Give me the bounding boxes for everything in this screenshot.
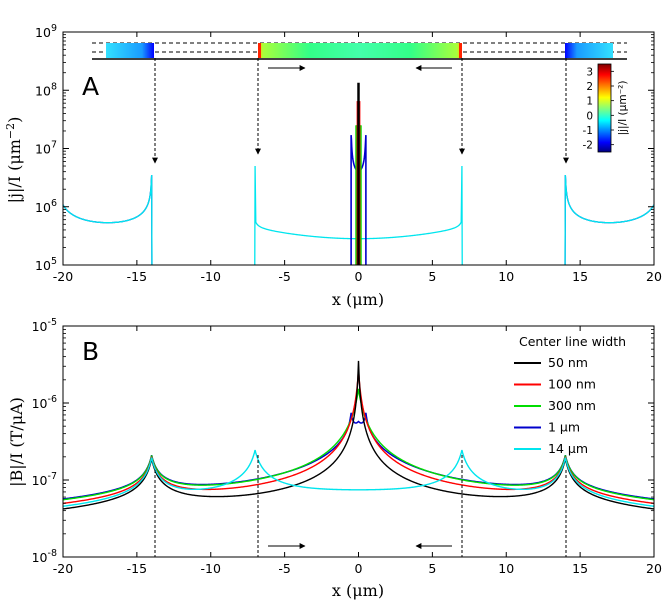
y-tick-label: 109 — [35, 23, 57, 40]
x-tick-label: 5 — [428, 561, 436, 576]
panel-a-ylabel: |j|/I (μm−2) — [4, 117, 24, 204]
y-tick-label: 10-6 — [32, 394, 57, 411]
legend-entry: 300 nm — [548, 398, 596, 413]
x-tick-label: 15 — [572, 269, 588, 284]
curve-a-1um-left — [62, 175, 153, 266]
legend-entry: 1 μm — [548, 420, 580, 435]
x-tick-label: 15 — [572, 561, 588, 576]
legend: Center line width 50 nm 100 nm 300 nm 1 μm 1… — [514, 334, 626, 456]
y-tick-label: 108 — [35, 81, 57, 98]
x-tick-label: 20 — [646, 269, 662, 284]
panel-a-curves — [62, 82, 655, 266]
curve-a-50nm — [357, 82, 360, 265]
x-tick-label: -20 — [53, 561, 73, 576]
curve-b-14um — [62, 449, 655, 507]
colorbar-tick-label: -1 — [583, 125, 593, 137]
panel-b-xlabel: x (μm) — [332, 581, 384, 600]
panel-b-axes: -20 -15 -10 -5 0 5 10 15 20 10-8 10-7 10-6 10-5 — [32, 317, 662, 576]
x-tick-label: -15 — [127, 269, 147, 284]
colorbar-tick-label: -2 — [583, 140, 593, 152]
x-tick-label: 20 — [646, 561, 662, 576]
y-tick-label: 106 — [35, 198, 57, 215]
curve-a-14um-right — [564, 175, 655, 266]
x-tick-label: 0 — [355, 269, 363, 284]
colorbar-tick-label: 2 — [586, 81, 593, 93]
legend-title: Center line width — [519, 334, 626, 349]
curve-b-300nm — [62, 388, 655, 501]
curve-a-1um-right — [564, 175, 655, 266]
legend-entry: 100 nm — [548, 377, 596, 392]
panel-b-markers — [154, 455, 567, 557]
x-tick-label: -5 — [278, 561, 290, 576]
panel-b: Center line width 50 nm 100 nm 300 nm 1 μm 1… — [7, 317, 662, 600]
x-tick-label: -20 — [53, 269, 73, 284]
x-tick-label: 0 — [355, 561, 363, 576]
y-tick-label: 107 — [35, 140, 57, 157]
panel-a-xlabel: x (μm) — [332, 290, 384, 309]
x-tick-label: 5 — [428, 269, 436, 284]
colorbar-tick-label: 1 — [586, 96, 593, 108]
colorbar-label: |j|/I (μm⁻²) — [617, 81, 629, 136]
y-tick-label: 10-8 — [32, 548, 57, 565]
right-strip — [565, 43, 613, 58]
x-tick-label: -10 — [201, 561, 221, 576]
x-tick-label: 10 — [498, 561, 514, 576]
panel-a-letter: A — [82, 72, 99, 101]
y-tick-label: 10-7 — [32, 471, 57, 488]
legend-entry: 50 nm — [548, 355, 588, 370]
y-tick-label: 10-5 — [32, 317, 57, 334]
curve-a-14um-left — [62, 175, 153, 266]
panel-b-ylabel: |B|/I (T/μA) — [7, 397, 26, 487]
colorbar: 3 2 1 0 -1 -2 |j|/I (μm⁻²) — [583, 63, 629, 153]
panel-b-curves — [62, 360, 655, 510]
device-schematic — [92, 42, 627, 164]
y-tick-label: 105 — [35, 256, 57, 273]
x-tick-label: 10 — [498, 269, 514, 284]
center-strip — [259, 43, 461, 58]
x-tick-label: -15 — [127, 561, 147, 576]
x-tick-label: -10 — [201, 269, 221, 284]
colorbar-tick-label: 3 — [586, 66, 593, 78]
left-strip — [106, 43, 154, 58]
x-tick-label: -5 — [278, 269, 290, 284]
curve-b-50nm — [62, 360, 655, 510]
panel-b-letter: B — [82, 337, 99, 366]
colorbar-tick-label: 0 — [586, 110, 593, 122]
legend-entry: 14 μm — [548, 441, 588, 456]
